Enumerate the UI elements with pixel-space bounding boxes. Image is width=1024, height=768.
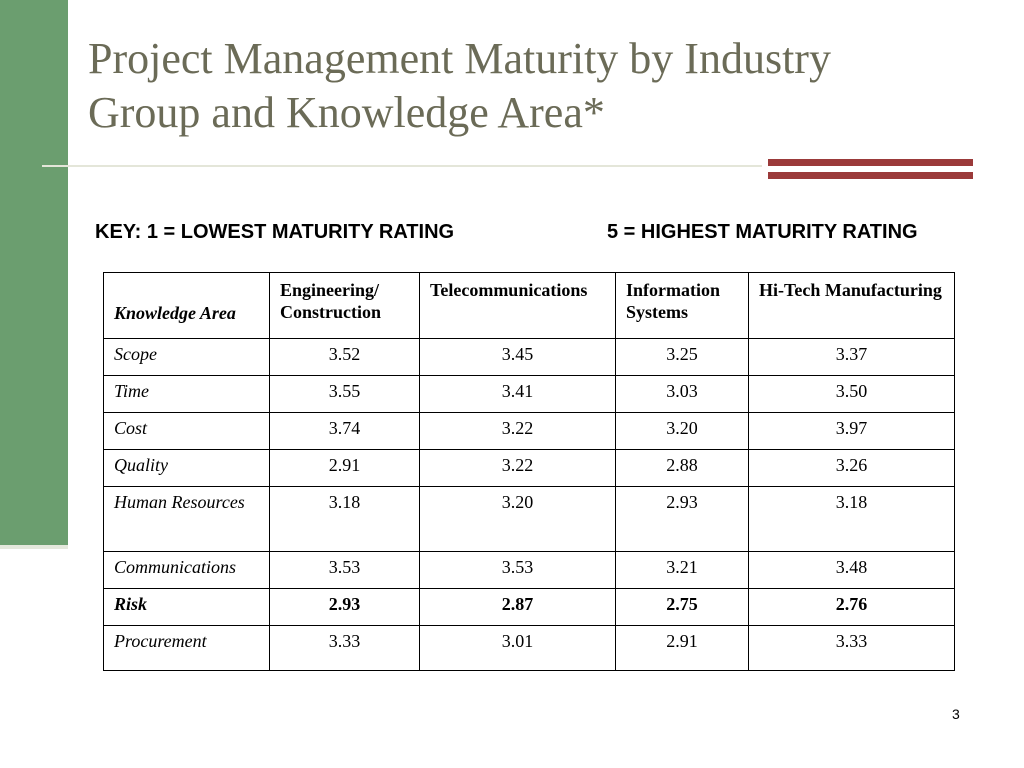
table-cell: 3.97 [748,412,955,450]
table-cell: 3.01 [419,625,616,671]
column-header: Knowledge Area [103,272,270,339]
table-cell: 3.41 [419,375,616,413]
table-cell: 2.88 [615,449,749,487]
slide-title-line-2: Group and Knowledge Area* [88,88,605,137]
slide-title: Project Management Maturity by Industry … [88,32,968,140]
table-cell: 3.20 [615,412,749,450]
table-cell: 3.37 [748,338,955,376]
key-highest-rating: 5 = HIGHEST MATURITY RATING [607,221,918,243]
table-cell: 3.21 [615,551,749,589]
key-lowest-rating: KEY: 1 = LOWEST MATURITY RATING [95,221,455,243]
row-label: Quality [103,449,270,487]
table-cell: 3.50 [748,375,955,413]
column-header: Telecommunications [419,272,616,339]
table-row: Communications 3.53 3.53 3.21 3.48 [103,551,955,589]
table-row: Procurement 3.33 3.01 2.91 3.33 [103,625,955,671]
row-label: Communications [103,551,270,589]
column-header: Information Systems [615,272,749,339]
decorative-stripe-top [768,159,973,166]
table-cell: 3.48 [748,551,955,589]
table-cell: 3.18 [748,486,955,552]
table-header-row: Knowledge Area Engineering/ Construction… [103,272,955,339]
table-row: Time 3.55 3.41 3.03 3.50 [103,375,955,413]
table-cell: 2.93 [269,588,420,626]
table-cell: 3.22 [419,449,616,487]
sidebar-accent-shadow [0,545,68,549]
table-cell: 3.33 [748,625,955,671]
page-number: 3 [952,706,960,722]
table-cell: 3.53 [419,551,616,589]
row-label: Scope [103,338,270,376]
table-cell: 3.45 [419,338,616,376]
decorative-stripe-bottom [768,172,973,179]
table-cell: 3.18 [269,486,420,552]
slide-title-line-1: Project Management Maturity by Industry [88,34,831,83]
table-row: Scope 3.52 3.45 3.25 3.37 [103,338,955,376]
column-header: Engineering/ Construction [269,272,420,339]
title-divider [42,165,762,167]
row-label: Time [103,375,270,413]
table-cell: 3.22 [419,412,616,450]
table-cell: 2.87 [419,588,616,626]
sidebar-accent-bar [0,0,68,545]
table-row: Cost 3.74 3.22 3.20 3.97 [103,412,955,450]
table-cell: 2.93 [615,486,749,552]
table-row: Quality 2.91 3.22 2.88 3.26 [103,449,955,487]
table-cell: 3.74 [269,412,420,450]
row-label: Human Resources [103,486,270,552]
table-cell: 3.55 [269,375,420,413]
table-cell: 3.53 [269,551,420,589]
table-row: Risk 2.93 2.87 2.75 2.76 [103,588,955,626]
row-label: Risk [103,588,270,626]
row-label: Cost [103,412,270,450]
column-header: Hi-Tech Manufacturing [748,272,955,339]
maturity-table: Knowledge Area Engineering/ Construction… [103,272,955,671]
table-cell: 3.20 [419,486,616,552]
table-cell: 2.91 [615,625,749,671]
table-row: Human Resources 3.18 3.20 2.93 3.18 [103,486,955,552]
table-cell: 2.91 [269,449,420,487]
table-cell: 2.76 [748,588,955,626]
table-cell: 3.03 [615,375,749,413]
row-label: Procurement [103,625,270,671]
table-cell: 3.26 [748,449,955,487]
table-cell: 3.25 [615,338,749,376]
table-cell: 2.75 [615,588,749,626]
table-cell: 3.52 [269,338,420,376]
table-cell: 3.33 [269,625,420,671]
